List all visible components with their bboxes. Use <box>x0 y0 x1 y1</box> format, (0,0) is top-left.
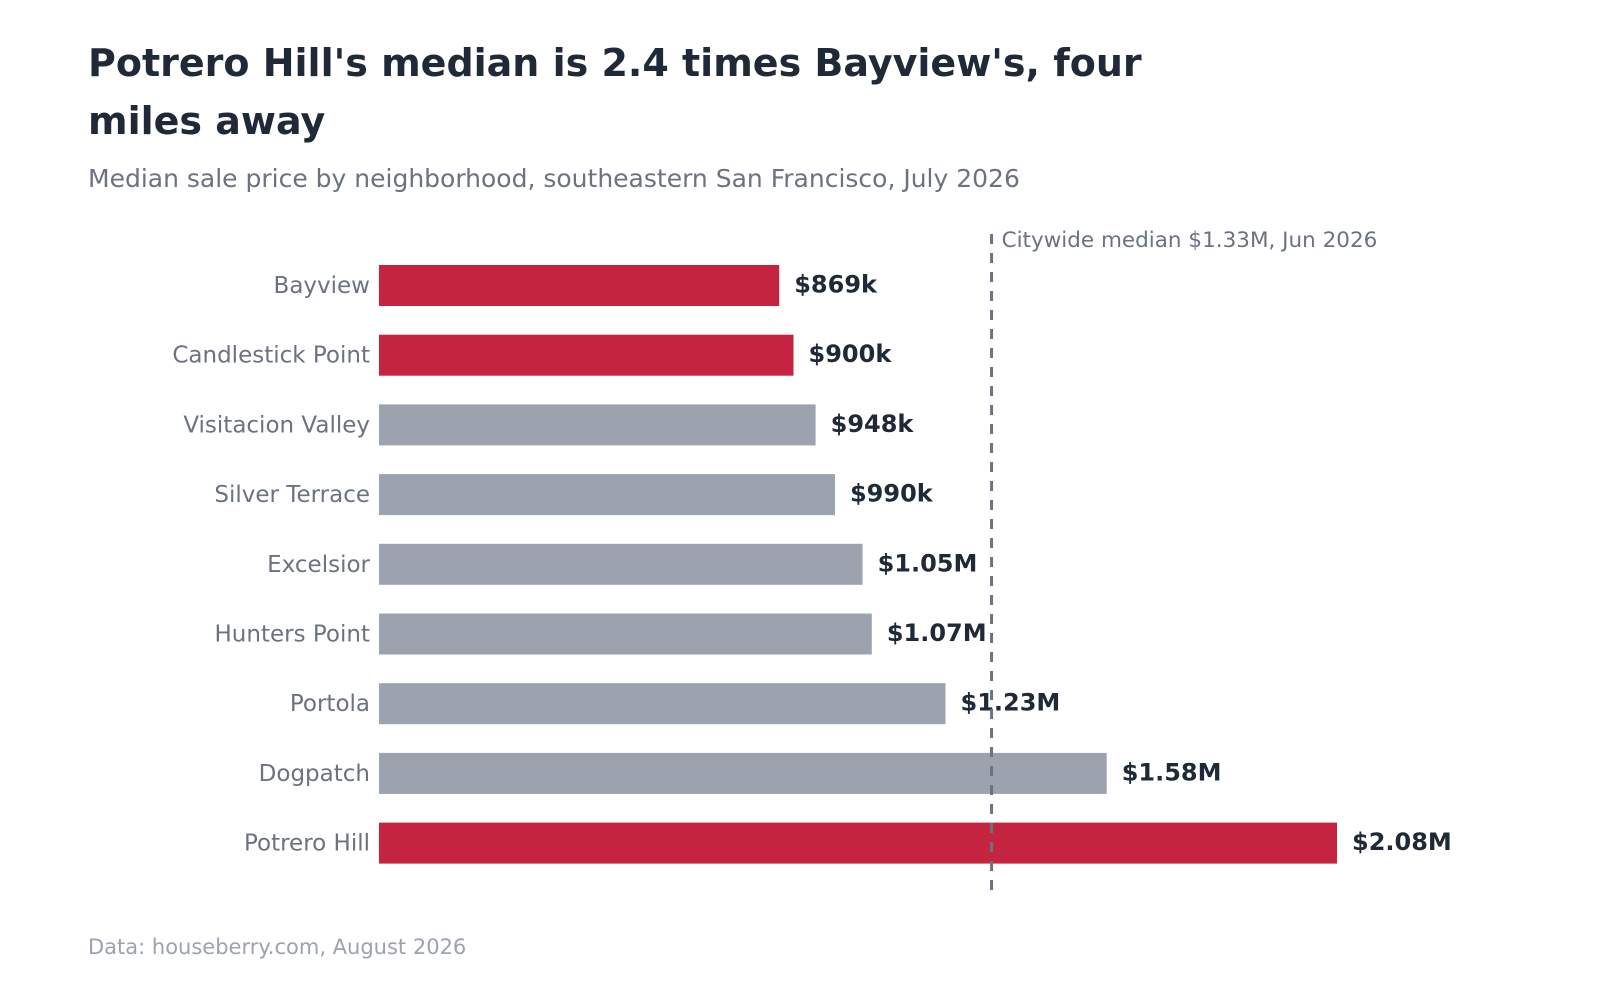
bar-hunters-point <box>379 613 872 655</box>
category-label: Dogpatch <box>259 761 370 787</box>
value-label: $1.58M <box>1122 758 1222 786</box>
category-label: Excelsior <box>267 552 370 578</box>
chart-title: Potrero Hill's median is 2.4 times Bayvi… <box>88 41 1142 143</box>
value-label: $869k <box>794 271 878 299</box>
bar-dogpatch <box>379 752 1107 794</box>
reference-line-label: Citywide median $1.33M, Jun 2026 <box>1002 228 1378 253</box>
value-label: $900k <box>809 340 893 368</box>
category-label: Portola <box>290 691 370 717</box>
bar-excelsior <box>379 543 863 585</box>
value-label: $1.23M <box>961 689 1061 717</box>
bar-potrero-hill <box>379 822 1337 864</box>
value-label: $1.05M <box>878 549 978 577</box>
category-label: Hunters Point <box>215 622 370 648</box>
value-label: $948k <box>831 410 915 438</box>
bar-portola <box>379 683 946 725</box>
bar-silver-terrace <box>379 474 835 516</box>
category-label: Visitacion Valley <box>183 412 370 438</box>
category-label: Potrero Hill <box>244 831 370 857</box>
value-label: $2.08M <box>1352 828 1452 856</box>
category-label: Silver Terrace <box>214 482 370 508</box>
chart-subtitle: Median sale price by neighborhood, south… <box>88 164 1020 193</box>
source-note: Data: houseberry.com, August 2026 <box>88 935 467 959</box>
category-label: Bayview <box>274 273 370 299</box>
value-label: $1.07M <box>887 619 987 647</box>
value-label: $990k <box>850 480 934 508</box>
bar-candlestick-point <box>379 334 794 376</box>
bar-bayview <box>379 265 780 306</box>
bar-visitacion-valley <box>379 404 816 446</box>
category-label: Candlestick Point <box>172 343 370 369</box>
